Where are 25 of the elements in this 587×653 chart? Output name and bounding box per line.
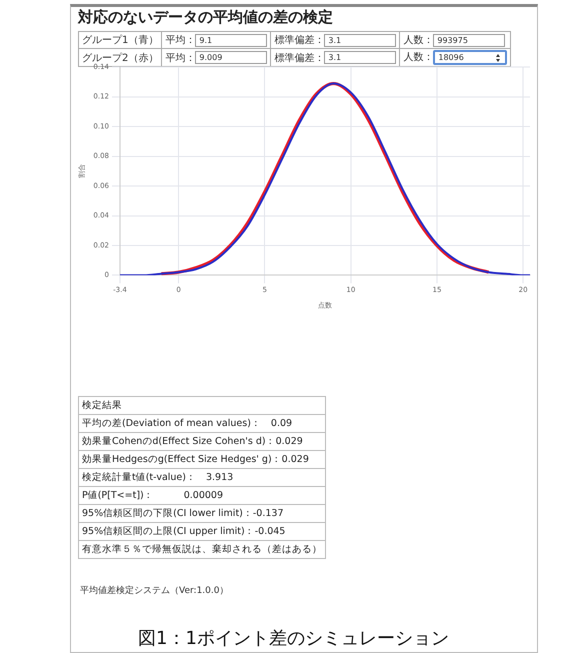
text: 9.009: [195, 51, 268, 64]
text: 平均の差(Deviation of mean values)： 0.09: [78, 414, 326, 432]
text: 95%信頼区間の下限(CI lower limit)：-0.137: [78, 504, 326, 522]
text: 効果量Cohenのd(Effect Size Cohen's d)：0.029: [78, 432, 326, 450]
text: 3.1: [324, 34, 396, 47]
text: 平均値差検定システム（Ver:1.0.0）: [80, 584, 228, 597]
text: 993975: [433, 34, 506, 47]
text: 効果量Hedgesのg(Effect Size Hedges' g)：0.029: [78, 450, 326, 468]
caption: 図1：1ポイント差のシミュレーション: [137, 627, 450, 650]
text: 18096: [433, 50, 508, 65]
text: 平均：: [165, 52, 196, 64]
chart-title: 対応のないデータの平均値の差の検定: [78, 8, 333, 27]
text: 人数：: [403, 52, 434, 64]
text: 有意水準５％で帰無仮説は、棄却される（差はある）: [78, 540, 326, 558]
text: 9.1: [195, 34, 268, 47]
text: 95%信頼区間の上限(CI upper limit)：-0.045: [78, 522, 326, 540]
text: 標準偏差：: [274, 35, 324, 46]
text: 検定結果: [78, 396, 326, 414]
text: 平均：: [165, 35, 196, 46]
text: グループ1（青）: [78, 32, 162, 48]
text: 人数：: [403, 35, 434, 46]
text: 3.1: [324, 51, 396, 64]
text: 検定統計量t値(t-value)： 3.913: [78, 468, 326, 486]
text: P値(P[T<=t])： 0.00009: [78, 486, 326, 504]
text: 標準偏差：: [274, 52, 324, 64]
